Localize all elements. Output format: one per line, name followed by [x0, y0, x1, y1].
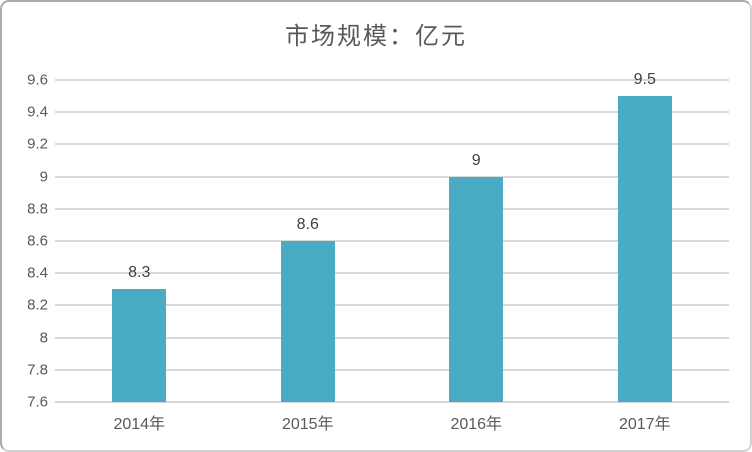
gridline	[55, 304, 729, 307]
bar-2015年	[280, 241, 335, 402]
gridline	[55, 111, 729, 114]
gridline	[55, 79, 729, 81]
bar-2014年	[112, 289, 167, 402]
y-axis-tick-labels: 7.6 7.8 8 8.2 8.4 8.6 8.8 9 9.2 9.4 9.6	[2, 72, 48, 411]
gridline	[55, 175, 729, 178]
gridline	[55, 240, 729, 242]
data-label-2015年: 8.6	[296, 216, 319, 233]
x-tick-label: 2016年	[450, 416, 503, 433]
gridline	[55, 207, 729, 210]
y-tick-label: 9.6	[27, 71, 48, 89]
y-tick-label: 7.8	[27, 361, 48, 379]
bar-2017年	[617, 96, 672, 402]
gridline	[55, 368, 729, 371]
y-tick-label: 9	[39, 168, 48, 186]
y-tick-label: 7.6	[27, 393, 48, 411]
y-tick-label: 8.4	[27, 264, 48, 282]
x-axis-line	[55, 401, 729, 403]
data-label-2014年: 8.3	[128, 264, 151, 282]
gridline	[55, 143, 729, 146]
y-tick-label: 8.6	[27, 232, 48, 250]
chart-title: 市场规模：亿元	[285, 23, 467, 50]
x-tick-label: 2017年	[618, 416, 671, 433]
y-tick-label: 8.2	[27, 296, 48, 314]
gridline	[55, 336, 729, 339]
bar-2016年	[449, 176, 504, 402]
plot-area: 8.3 8.6 9 9.5	[55, 71, 729, 403]
data-label-2017年: 9.5	[633, 71, 656, 89]
gridline	[55, 272, 729, 275]
data-label-2016年: 9	[471, 151, 481, 169]
x-tick-label: 2015年	[281, 416, 334, 433]
x-tick-label: 2014年	[113, 416, 166, 433]
y-tick-label: 9.4	[27, 103, 48, 121]
y-tick-label: 9.2	[27, 135, 48, 153]
y-tick-label: 8.8	[27, 200, 48, 218]
y-tick-label: 8	[39, 329, 48, 347]
x-axis-tick-labels: 2014年 2015年 2016年 2017年	[55, 410, 729, 436]
